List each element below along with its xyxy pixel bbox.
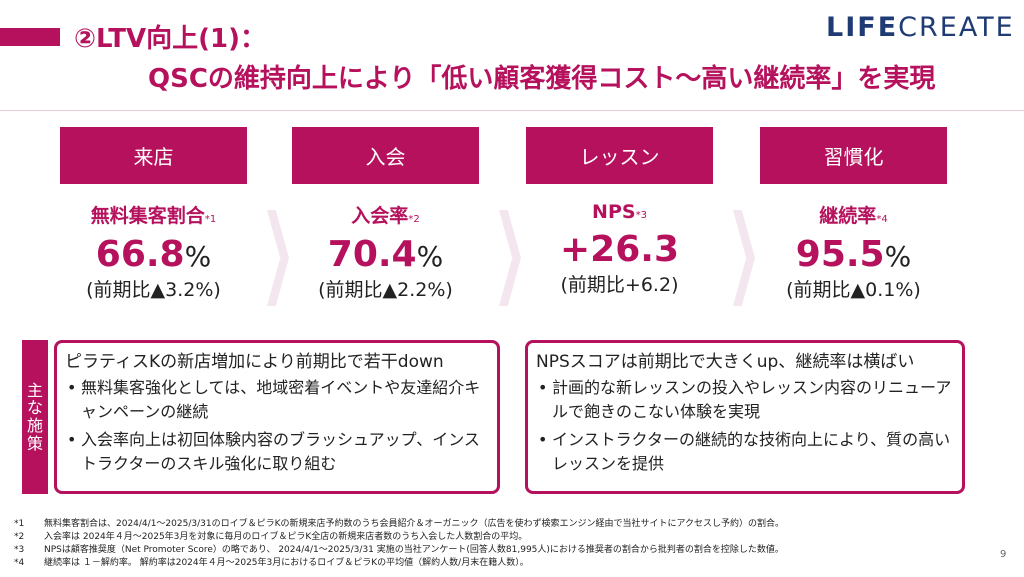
metric-unit: % (884, 240, 912, 273)
bullet-mark: • (67, 378, 77, 397)
footnote: *3 NPSは顧客推奨度（Net Promoter Score）の略であり、 20… (14, 544, 784, 557)
metric-change: (前期比+6.2) (560, 274, 679, 296)
footnote-mark: *3 (14, 545, 25, 555)
bullet-mark: • (538, 378, 548, 397)
stage-head: 来店 (60, 127, 247, 184)
metric-note: *1 (204, 214, 217, 225)
footnote: *1 無料集客割合は、2024/4/1〜2025/3/31のロイブ＆ピラKの新規来… (14, 518, 784, 531)
measures-box-left: ピラティスKの新店増加により前期比で若干down • 無料集客強化としては、地域… (54, 340, 500, 494)
box-title: NPSスコアは前期比で大きくup、継続率は横ばい (536, 352, 915, 372)
metric-change: (前期比▲0.1%) (786, 279, 921, 301)
metric-value: +26.3 (526, 229, 713, 270)
metric-value: 95.5% (760, 234, 947, 275)
logo-part-life: LIFE (826, 12, 899, 43)
company-logo: LIFECREATE (826, 12, 1015, 43)
metric-note: *4 (876, 214, 888, 225)
side-label-char: な (26, 398, 43, 418)
metric-change: (前期比▲3.2%) (86, 279, 221, 301)
list-item: • インストラクターの継続的な技術向上により、質の高いレッスンを提供 (536, 428, 954, 476)
metric-name: 無料集客割合*1 (60, 201, 247, 228)
metric-number: 66.8 (95, 234, 185, 275)
metric-note: *3 (635, 210, 647, 221)
metric-name: 継続率*4 (760, 201, 947, 228)
footnote-text: 継続率は １－解約率。 解約率は2024年４月〜2025年3月におけるロイブ＆ピ… (44, 558, 529, 568)
list-item: • 無料集客強化としては、地域密着イベントや友達紹介キャンペーンの継続 (65, 376, 489, 424)
list-item-text: 無料集客強化としては、地域密着イベントや友達紹介キャンペーンの継続 (81, 378, 481, 421)
logo-part-create: CREATE (898, 12, 1015, 43)
list-item-text: インストラクターの継続的な技術向上により、質の高いレッスンを提供 (552, 430, 951, 473)
metric-name: 入会率*2 (292, 201, 479, 228)
side-label-char: 施 (26, 416, 43, 435)
footnote-text: 入会率は 2024年４月〜2025年3月を対象に毎月のロイブ＆ピラK全店の新規来… (44, 532, 528, 542)
metric-note: *2 (408, 214, 420, 225)
footnote-text: NPSは顧客推奨度（Net Promoter Score）の略であり、 2024… (44, 545, 784, 555)
box-title: ピラティスKの新店増加により前期比で若干down (65, 352, 444, 372)
metric-number: +26.3 (560, 229, 679, 270)
footnote-text: 無料集客割合は、2024/4/1〜2025/3/31のロイブ＆ピラKの新規来店予… (44, 519, 785, 529)
metric-number: 70.4 (327, 234, 417, 275)
stage-head: 入会 (292, 127, 479, 184)
footnote-mark: *4 (14, 558, 25, 568)
stage-visit: 来店 無料集客割合*1 66.8% (前期比▲3.2%) (60, 127, 247, 302)
list-item: • 入会率向上は初回体験内容のブラッシュアップ、インストラクターのスキル強化に取… (65, 428, 489, 476)
footnote: *2 入会率は 2024年４月〜2025年3月を対象に毎月のロイブ＆ピラK全店の新… (14, 531, 784, 544)
list-item: • 計画的な新レッスンの投入やレッスン内容のリニューアルで飽きのこない体験を実現 (536, 376, 954, 424)
page-number: 9 (1000, 549, 1007, 560)
side-label-char: 策 (26, 433, 43, 453)
footnote-mark: *2 (14, 532, 25, 542)
list-item-text: 入会率向上は初回体験内容のブラッシュアップ、インストラクターのスキル強化に取り組… (81, 430, 480, 473)
metric-unit: % (416, 240, 444, 273)
metric-label: 入会率 (351, 205, 409, 227)
metric-label: 無料集客割合 (90, 205, 205, 227)
metric-value: 70.4% (292, 234, 479, 275)
metric-change: (前期比▲2.2%) (318, 279, 453, 301)
metric-label: NPS (592, 201, 636, 223)
metric-value: 66.8% (60, 234, 247, 275)
flow-chevron-icon (733, 210, 755, 306)
measures-box-right: NPSスコアは前期比で大きくup、継続率は横ばい • 計画的な新レッスンの投入や… (525, 340, 965, 494)
side-label-char: 主 (26, 380, 43, 400)
measures-side-label: 主 な 施 策 (22, 340, 48, 494)
title-accent-bar (0, 28, 60, 46)
metric-unit: % (184, 240, 212, 273)
stage-head: 習慣化 (760, 127, 947, 184)
footnote: *4 継続率は １－解約率。 解約率は2024年４月〜2025年3月におけるロイブ… (14, 557, 784, 570)
stage-lesson: レッスン NPS*3 +26.3 (前期比+6.2) (526, 127, 713, 297)
header-divider (0, 110, 1024, 111)
list-item-text: 計画的な新レッスンの投入やレッスン内容のリニューアルで飽きのこない体験を実現 (552, 378, 952, 421)
flow-chevron-icon (267, 210, 289, 306)
footnote-mark: *1 (14, 519, 25, 529)
metric-number: 95.5 (795, 234, 885, 275)
flow-chevron-icon (499, 210, 521, 306)
stage-head: レッスン (526, 127, 713, 184)
footnotes: *1 無料集客割合は、2024/4/1〜2025/3/31のロイブ＆ピラKの新規来… (14, 518, 784, 570)
page-title-line1: ②LTV向上(1)： (74, 24, 266, 54)
page-title-line2: QSCの維持向上により「低い顧客獲得コスト〜高い継続率」を実現 (148, 64, 936, 94)
metric-label: 継続率 (819, 205, 877, 227)
bullet-mark: • (538, 430, 548, 449)
metric-name: NPS*3 (526, 201, 713, 223)
stage-join: 入会 入会率*2 70.4% (前期比▲2.2%) (292, 127, 479, 302)
stage-habit: 習慣化 継続率*4 95.5% (前期比▲0.1%) (760, 127, 947, 302)
bullet-mark: • (67, 430, 77, 449)
